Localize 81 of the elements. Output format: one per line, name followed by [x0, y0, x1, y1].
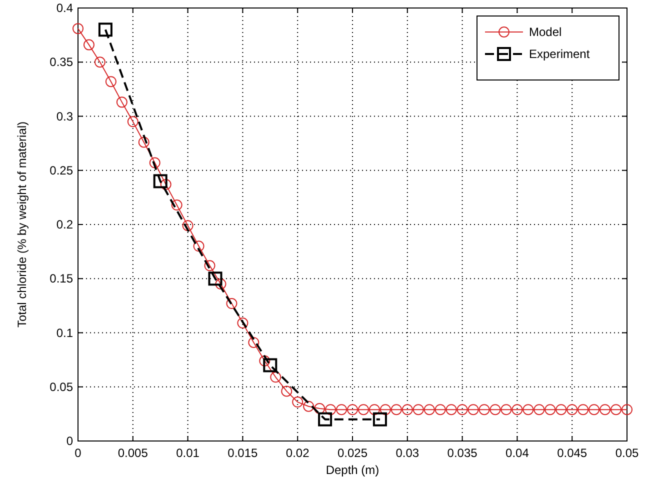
- x-tick-label: 0.005: [118, 446, 148, 460]
- point: [215, 278, 226, 290]
- point: [153, 174, 168, 188]
- y-axis-title: Total chloride (% by weight of material): [15, 121, 29, 328]
- point: [127, 116, 138, 128]
- point: [468, 404, 479, 416]
- point: [318, 412, 332, 426]
- x-tick-label: 0.035: [447, 446, 478, 460]
- x-tick-label: 0.01: [176, 446, 200, 460]
- point: [208, 272, 222, 286]
- x-tick-label: 0.05: [615, 446, 639, 460]
- x-tick-label: 0.025: [337, 446, 368, 460]
- point: [248, 336, 260, 348]
- point: [171, 200, 182, 211]
- point: [610, 404, 622, 416]
- point: [600, 404, 611, 416]
- x-tick-label: 0: [74, 446, 82, 460]
- legend-label: Model: [529, 25, 562, 39]
- point: [116, 96, 128, 108]
- x-tick-label: 0.015: [228, 446, 258, 460]
- point: [138, 136, 150, 148]
- legend-label: Experiment: [529, 47, 590, 61]
- point: [556, 404, 567, 416]
- point: [566, 404, 578, 416]
- y-tick-label: 0.35: [50, 55, 74, 70]
- point: [368, 404, 380, 416]
- point: [259, 355, 270, 366]
- point: [544, 404, 556, 416]
- point: [314, 403, 326, 414]
- point: [456, 404, 468, 416]
- point: [226, 298, 238, 310]
- x-tick-label: 0.045: [557, 446, 588, 460]
- point: [512, 404, 523, 416]
- point: [534, 404, 545, 416]
- x-axis-title: Depth (m): [326, 463, 380, 477]
- point: [424, 404, 435, 416]
- point: [500, 404, 512, 416]
- y-tick-label: 0.15: [50, 272, 74, 286]
- point: [490, 404, 501, 416]
- point: [193, 240, 204, 252]
- x-tick-label: 0.04: [506, 446, 530, 460]
- point: [412, 404, 424, 416]
- point: [160, 178, 172, 190]
- point: [303, 400, 314, 412]
- point: [292, 396, 304, 408]
- point: [372, 412, 387, 426]
- point: [402, 404, 413, 416]
- point: [588, 404, 600, 416]
- point: [83, 39, 94, 50]
- point: [98, 22, 112, 37]
- point: [270, 372, 282, 383]
- point: [347, 404, 358, 416]
- y-tick-label: 0.4: [56, 1, 74, 15]
- y-tick-label: 0: [66, 434, 74, 448]
- point: [149, 157, 160, 168]
- y-tick-label: 0.05: [50, 380, 74, 394]
- y-tick-label: 0.2: [56, 218, 74, 232]
- point: [578, 404, 589, 416]
- y-tick-label: 0.3: [56, 109, 74, 124]
- point: [72, 23, 84, 34]
- point: [522, 404, 534, 416]
- point: [94, 56, 106, 68]
- point: [622, 404, 632, 416]
- point: [281, 386, 292, 397]
- point: [204, 260, 216, 272]
- y-tick-label: 0.1: [56, 326, 74, 340]
- point: [263, 358, 278, 372]
- point: [182, 220, 194, 232]
- point: [325, 404, 336, 416]
- point: [358, 404, 369, 416]
- x-tick-label: 0.03: [396, 446, 420, 460]
- x-tick-label: 0.02: [286, 446, 310, 460]
- point: [105, 76, 116, 88]
- point: [478, 404, 490, 416]
- point: [434, 404, 446, 416]
- y-tick-label: 0.25: [50, 163, 74, 178]
- point: [446, 404, 457, 416]
- point: [390, 404, 402, 416]
- point: [237, 318, 248, 329]
- point: [336, 404, 348, 416]
- point: [380, 404, 391, 416]
